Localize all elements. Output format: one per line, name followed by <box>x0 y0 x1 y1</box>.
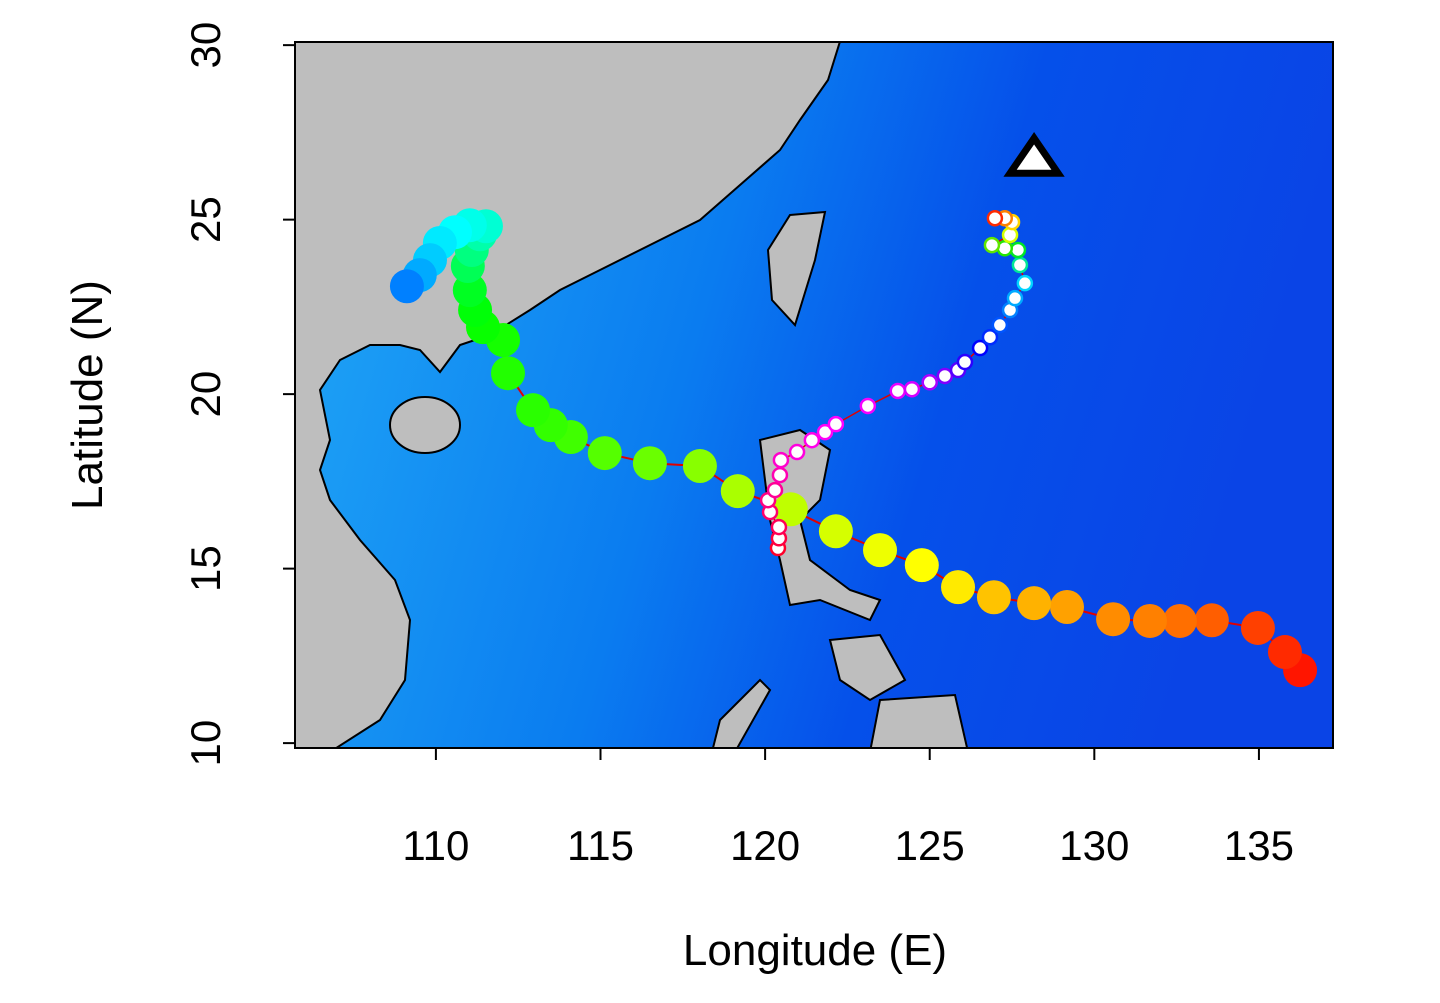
track-point <box>1096 602 1131 637</box>
track-point <box>889 382 907 400</box>
x-tick-label: 110 <box>402 822 469 869</box>
mainland <box>295 42 841 748</box>
track-point <box>770 518 788 536</box>
track-point <box>1009 241 1027 259</box>
track-point <box>1049 590 1084 625</box>
palawan <box>711 678 772 748</box>
track-point <box>1006 289 1024 307</box>
track-point <box>771 466 789 484</box>
track-point <box>941 570 976 605</box>
track-point <box>986 209 1004 227</box>
track-point <box>983 236 1001 254</box>
track-point <box>1016 274 1034 292</box>
track-point <box>773 492 808 527</box>
track-point <box>981 328 999 346</box>
track-point <box>863 533 898 568</box>
map <box>295 42 1333 748</box>
x-tick-label: 115 <box>567 822 634 869</box>
mindanao <box>869 693 969 748</box>
track-point <box>976 580 1011 615</box>
track-point <box>682 449 717 484</box>
track-point <box>921 374 938 391</box>
track-point <box>936 367 954 385</box>
taiwan <box>766 210 827 327</box>
y-tick-label: 30 <box>182 22 229 69</box>
track-point <box>904 548 939 583</box>
x-tick-label: 120 <box>730 822 800 869</box>
track-point <box>389 269 424 304</box>
site-marker <box>1003 132 1065 177</box>
track-point <box>766 481 784 499</box>
y-tick-label: 25 <box>182 196 229 243</box>
track-point <box>903 380 921 398</box>
x-tick-label: 135 <box>1224 822 1294 869</box>
y-tick-label: 10 <box>182 720 229 767</box>
track-point <box>1194 603 1229 638</box>
y-tick-label: 15 <box>182 545 229 592</box>
track-point <box>803 431 821 449</box>
track-point <box>1017 586 1052 621</box>
track-point <box>1267 635 1302 670</box>
track-point <box>1001 226 1019 244</box>
visayas <box>828 633 907 702</box>
track-point <box>788 443 806 461</box>
x-axis-title: Longitude (E) <box>683 926 947 975</box>
track-point <box>720 474 755 509</box>
track-point <box>772 451 790 469</box>
track-point <box>587 436 622 471</box>
track-point <box>1240 610 1275 645</box>
track-point <box>859 397 877 415</box>
y-axis-title: Latitude (N) <box>63 280 112 510</box>
track-point <box>1011 256 1029 274</box>
track-point <box>1162 603 1197 638</box>
track-point <box>956 353 974 371</box>
y-tick-label: 20 <box>182 371 229 418</box>
track-point <box>516 393 551 428</box>
track-point <box>827 415 845 433</box>
x-tick-label: 125 <box>895 822 965 869</box>
track-point <box>991 316 1009 334</box>
track-point <box>971 339 989 357</box>
track-point <box>632 446 667 481</box>
track-point <box>818 514 853 549</box>
tracks <box>389 132 1318 688</box>
hainan <box>389 396 461 454</box>
track-point <box>1132 603 1167 638</box>
track-point <box>490 356 525 391</box>
track-point <box>816 423 834 441</box>
x-tick-label: 130 <box>1059 822 1129 869</box>
